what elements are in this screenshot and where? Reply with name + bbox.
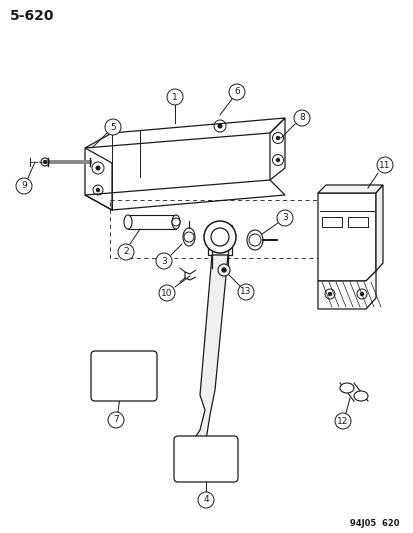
Bar [347,217,367,227]
Polygon shape [317,185,382,193]
Polygon shape [375,185,382,271]
Text: 2: 2 [123,247,128,256]
Circle shape [156,253,171,269]
Circle shape [334,413,350,429]
Circle shape [228,84,244,100]
Ellipse shape [171,215,180,229]
Text: 3: 3 [161,256,166,265]
Circle shape [96,189,99,191]
Polygon shape [183,255,228,462]
Circle shape [276,158,279,161]
Circle shape [293,110,309,126]
Text: 1: 1 [172,93,178,101]
Circle shape [218,124,221,128]
Circle shape [118,244,134,260]
Circle shape [166,89,183,105]
Circle shape [276,136,279,140]
Polygon shape [317,271,375,309]
Polygon shape [207,225,231,255]
Circle shape [159,285,175,301]
Bar [321,217,341,227]
Circle shape [96,166,100,170]
Polygon shape [317,193,375,281]
Circle shape [237,284,254,300]
Ellipse shape [339,383,353,393]
Circle shape [108,412,124,428]
Circle shape [171,218,180,226]
Text: 3: 3 [281,214,287,222]
Circle shape [16,178,32,194]
Text: 94J05  620: 94J05 620 [350,520,399,529]
Circle shape [105,119,121,135]
Ellipse shape [124,215,132,229]
Bar [128,215,176,229]
Text: 12: 12 [337,416,348,425]
Circle shape [360,293,363,295]
Ellipse shape [183,228,195,246]
Text: 5: 5 [110,123,116,132]
Circle shape [218,264,230,276]
FancyBboxPatch shape [91,351,157,401]
Bar [110,200,324,258]
Circle shape [221,268,225,272]
Ellipse shape [353,391,367,401]
Text: 13: 13 [240,287,251,296]
Text: 5-620: 5-620 [10,9,55,23]
Text: 11: 11 [378,160,390,169]
Circle shape [328,293,331,295]
Text: 6: 6 [234,87,239,96]
Circle shape [376,157,392,173]
Circle shape [197,492,214,508]
Circle shape [204,221,235,253]
FancyBboxPatch shape [173,436,237,482]
Circle shape [276,210,292,226]
Text: 10: 10 [161,288,172,297]
Text: 8: 8 [299,114,304,123]
Ellipse shape [247,230,262,250]
Circle shape [211,228,228,246]
Text: 9: 9 [21,182,27,190]
Text: 7: 7 [113,416,119,424]
Circle shape [43,160,46,164]
Text: 4: 4 [203,496,208,505]
